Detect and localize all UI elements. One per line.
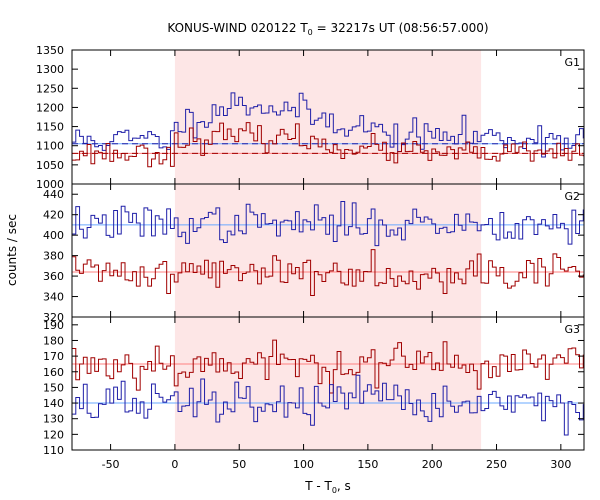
x-tick-label: 0 xyxy=(171,458,178,471)
y-tick-label: 320 xyxy=(43,311,64,324)
x-tick-label: 200 xyxy=(422,458,443,471)
x-axis-label-rest: , s xyxy=(337,479,351,493)
y-tick-label: 1050 xyxy=(36,159,64,172)
x-axis-label: T - T0, s xyxy=(304,479,351,495)
highlight-interval xyxy=(174,317,482,450)
series-blue-g2 xyxy=(72,201,584,247)
y-tick-label: 1300 xyxy=(36,63,64,76)
chart-title-subscript: 0 xyxy=(308,28,313,37)
y-tick-label: 110 xyxy=(43,444,64,457)
x-tick-label: 50 xyxy=(232,458,246,471)
x-tick-label: 300 xyxy=(550,458,571,471)
y-tick-label: 360 xyxy=(43,270,64,283)
y-tick-label: 1200 xyxy=(36,101,64,114)
series-red-g3 xyxy=(72,339,584,394)
y-tick-label: 380 xyxy=(43,250,64,263)
y-tick-label: 170 xyxy=(43,350,64,363)
panel-label: G2 xyxy=(564,190,580,203)
chart-title-rest: = 32217s UT (08:56:57.000) xyxy=(313,21,489,35)
chart-title: KONUS-WIND 020122 T0 = 32217s UT (08:56:… xyxy=(167,21,488,37)
y-tick-label: 180 xyxy=(43,334,64,347)
y-tick-label: 1250 xyxy=(36,82,64,95)
y-tick-label: 190 xyxy=(43,319,64,332)
x-axis-label-main: T - T xyxy=(304,479,332,493)
plot-layer: 10001050110011501200125013001350G1320340… xyxy=(36,44,585,471)
y-tick-label: 140 xyxy=(43,397,64,410)
series-red-g1 xyxy=(72,122,584,168)
panel-g1: 1000 1050 1100 1150 1200 1250 1300 1350 G1 xyxy=(36,44,585,191)
y-axis-label: counts / sec xyxy=(5,214,19,286)
series-blue-g1 xyxy=(72,92,584,158)
y-tick-label: 400 xyxy=(43,229,64,242)
y-tick-label: 1150 xyxy=(36,121,64,134)
y-tick-label: 160 xyxy=(43,366,64,379)
highlight-interval xyxy=(174,184,482,317)
series-red-g2 xyxy=(72,249,584,296)
series-blue-g3 xyxy=(72,374,584,436)
y-tick-label: 420 xyxy=(43,209,64,222)
y-tick-label: 440 xyxy=(43,188,64,201)
panel-g2: 320 340 360 380 400 420 440 G2 xyxy=(43,183,585,324)
highlight-interval xyxy=(174,50,482,184)
y-tick-label: 130 xyxy=(43,413,64,426)
x-tick-label: 150 xyxy=(357,458,378,471)
x-tick-label: 250 xyxy=(486,458,507,471)
x-tick-label: 100 xyxy=(293,458,314,471)
y-tick-label: 340 xyxy=(43,291,64,304)
y-tick-label: 1100 xyxy=(36,140,64,153)
y-tick-label: 150 xyxy=(43,381,64,394)
y-tick-label: 1000 xyxy=(36,178,64,191)
x-axis-label-subscript: 0 xyxy=(332,486,337,495)
y-tick-label: 120 xyxy=(43,428,64,441)
panel-label: G3 xyxy=(564,323,580,336)
x-tick-label: -50 xyxy=(102,458,120,471)
chart-title-main: KONUS-WIND 020122 T xyxy=(167,21,308,35)
panel-g3: 110 120 130 140 150 160 170 180 190 G3 xyxy=(43,316,585,457)
panel-frame xyxy=(71,316,585,451)
y-tick-label: 1350 xyxy=(36,44,64,57)
panel-label: G1 xyxy=(564,56,580,69)
